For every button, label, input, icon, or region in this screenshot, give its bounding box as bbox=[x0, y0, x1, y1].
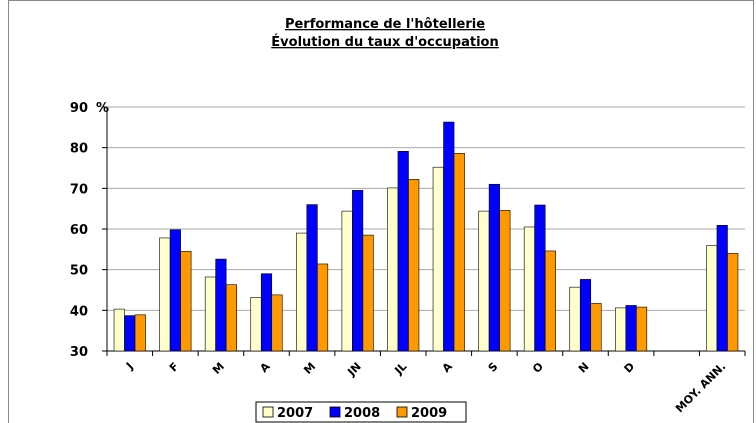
legend-swatch bbox=[262, 406, 274, 418]
x-tick-label: MOY. ANN. bbox=[673, 360, 728, 415]
bar bbox=[579, 279, 592, 352]
x-tick-label: M bbox=[210, 360, 227, 377]
x-tick-label: J bbox=[123, 360, 136, 373]
bar bbox=[362, 234, 374, 352]
bar bbox=[716, 225, 728, 352]
legend-frame bbox=[255, 401, 467, 423]
y-tick-label: 30 bbox=[70, 345, 88, 360]
y-tick-label: 40 bbox=[70, 304, 88, 319]
bar bbox=[432, 166, 444, 352]
bar bbox=[250, 297, 262, 352]
x-tick-label: M bbox=[301, 360, 318, 377]
bar bbox=[590, 303, 602, 352]
legend-label: 2009 bbox=[411, 406, 447, 421]
bar bbox=[523, 226, 535, 352]
bar bbox=[443, 121, 455, 352]
bar bbox=[478, 210, 490, 352]
legend-swatch bbox=[329, 406, 341, 418]
bar bbox=[113, 308, 125, 352]
bar bbox=[499, 209, 511, 352]
bar bbox=[397, 151, 409, 352]
bar bbox=[453, 153, 465, 352]
x-tick-label: N bbox=[576, 360, 592, 376]
bar bbox=[271, 294, 283, 352]
chart-subtitle: Évolution du taux d'occupation bbox=[271, 34, 498, 50]
bar bbox=[408, 179, 420, 352]
y-tick-label: 50 bbox=[70, 264, 88, 279]
y-tick-label: 90 bbox=[70, 101, 88, 116]
bar bbox=[569, 286, 581, 352]
legend-label: 2007 bbox=[277, 406, 313, 421]
bar bbox=[159, 237, 171, 352]
bar bbox=[215, 258, 227, 352]
y-tick-label: 80 bbox=[70, 142, 88, 157]
bar bbox=[169, 229, 181, 352]
bar bbox=[124, 315, 136, 352]
bar bbox=[341, 210, 353, 352]
x-tick-label: O bbox=[530, 360, 546, 376]
chart-frame bbox=[8, 0, 754, 423]
bar bbox=[636, 306, 648, 352]
bar bbox=[260, 273, 273, 352]
legend-label: 2008 bbox=[344, 406, 380, 421]
y-tick-label: 60 bbox=[70, 223, 88, 238]
bar bbox=[306, 204, 318, 352]
x-tick-label: F bbox=[167, 360, 182, 375]
x-tick-label: A bbox=[440, 360, 456, 376]
bar bbox=[534, 204, 546, 352]
bar bbox=[352, 190, 364, 352]
x-tick-label: JL bbox=[392, 360, 410, 378]
y-tick-label: 70 bbox=[70, 182, 88, 197]
legend: 2007 2008 2009 bbox=[255, 401, 467, 423]
bar bbox=[387, 187, 399, 352]
bar bbox=[317, 263, 329, 352]
bar bbox=[625, 305, 637, 352]
legend-swatch bbox=[396, 406, 408, 418]
bar bbox=[706, 245, 718, 352]
bar bbox=[615, 307, 627, 352]
bar bbox=[488, 183, 500, 352]
x-tick-label: JN bbox=[344, 360, 363, 379]
chart-title: Performance de l'hôtellerie bbox=[285, 17, 485, 32]
bar bbox=[134, 314, 146, 352]
bar bbox=[225, 284, 237, 352]
bar bbox=[180, 251, 192, 352]
x-tick-label: A bbox=[257, 360, 273, 376]
bar bbox=[204, 276, 216, 352]
y-unit: % bbox=[96, 101, 109, 116]
x-tick-label: D bbox=[622, 360, 638, 376]
x-tick-label: S bbox=[486, 360, 501, 375]
bar bbox=[727, 253, 739, 352]
bar bbox=[544, 250, 556, 352]
bar bbox=[296, 232, 308, 352]
